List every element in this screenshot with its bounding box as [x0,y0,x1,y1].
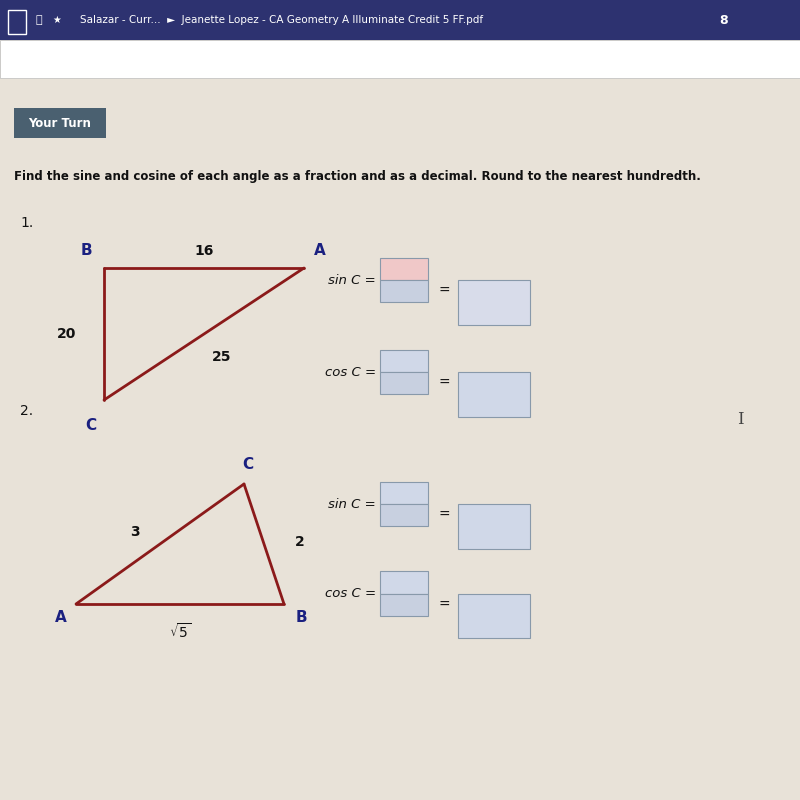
Text: 20: 20 [57,327,76,342]
Text: 16: 16 [194,243,214,258]
Text: I: I [737,411,743,429]
Bar [380,594,428,616]
Text: A: A [314,243,326,258]
Bar [8,10,26,34]
Text: B: B [80,243,92,258]
Text: 8: 8 [720,14,728,26]
Bar [380,350,428,372]
Text: =: = [438,376,450,390]
Text: =: = [438,284,450,298]
Text: B: B [296,610,308,626]
Bar [14,108,106,138]
Bar [458,280,530,325]
Bar [380,504,428,526]
Bar [380,258,428,280]
Text: cos C =: cos C = [325,587,376,600]
Bar [0,40,800,78]
Text: Find the sine and cosine of each angle as a fraction and as a decimal. Round to : Find the sine and cosine of each angle a… [14,170,702,183]
Text: 2: 2 [294,535,304,550]
Text: sin C =: sin C = [328,498,376,510]
Bar [380,372,428,394]
Text: A: A [54,610,66,626]
Text: Your Turn: Your Turn [29,117,91,130]
Bar [458,504,530,549]
Text: C: C [242,457,254,472]
Text: 2.: 2. [20,404,33,418]
Text: $\sqrt{5}$: $\sqrt{5}$ [169,622,191,642]
Bar [0,0,800,40]
Text: 1.: 1. [20,216,34,230]
Text: sin C =: sin C = [328,274,376,286]
Bar [458,594,530,638]
Text: 3: 3 [130,525,140,539]
Text: ⌕: ⌕ [36,15,42,25]
Bar [458,372,530,417]
Text: =: = [438,598,450,612]
Text: C: C [85,418,96,433]
Bar [380,571,428,594]
Text: =: = [438,508,450,522]
Text: 25: 25 [212,350,231,363]
Text: Salazar - Curr...  ►  Jeanette Lopez - CA Geometry A Illuminate Credit 5 FF.pdf: Salazar - Curr... ► Jeanette Lopez - CA … [80,15,483,25]
Bar [380,482,428,504]
Bar [380,280,428,302]
Text: cos C =: cos C = [325,366,376,378]
Text: ★: ★ [52,15,61,25]
